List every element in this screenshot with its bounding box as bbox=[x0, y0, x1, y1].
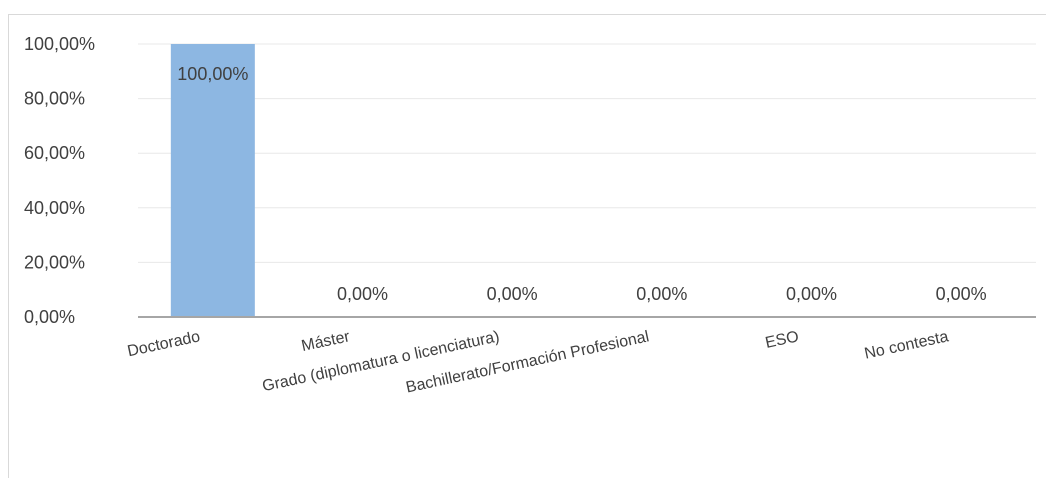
data-label: 0,00% bbox=[636, 284, 687, 304]
data-label: 0,00% bbox=[936, 284, 987, 304]
category-label: Máster bbox=[300, 328, 352, 355]
chart-frame bbox=[8, 14, 1046, 478]
y-tick-label: 60,00% bbox=[24, 143, 85, 163]
data-label: 100,00% bbox=[177, 64, 248, 84]
category-label: Grado (diplomatura o licenciatura) bbox=[261, 328, 501, 395]
category-label: Doctorado bbox=[126, 328, 202, 360]
y-tick-label: 20,00% bbox=[24, 252, 85, 272]
category-label: Bachillerato/Formación Profesional bbox=[404, 328, 650, 396]
y-tick-label: 40,00% bbox=[24, 198, 85, 218]
y-tick-label: 80,00% bbox=[24, 89, 85, 109]
data-label: 0,00% bbox=[487, 284, 538, 304]
category-label: No contesta bbox=[863, 328, 950, 362]
y-tick-label: 100,00% bbox=[24, 34, 95, 54]
category-label: ESO bbox=[764, 328, 801, 352]
bar bbox=[170, 44, 255, 317]
y-tick-label: 0,00% bbox=[24, 307, 75, 327]
data-label: 0,00% bbox=[786, 284, 837, 304]
data-label: 0,00% bbox=[337, 284, 388, 304]
